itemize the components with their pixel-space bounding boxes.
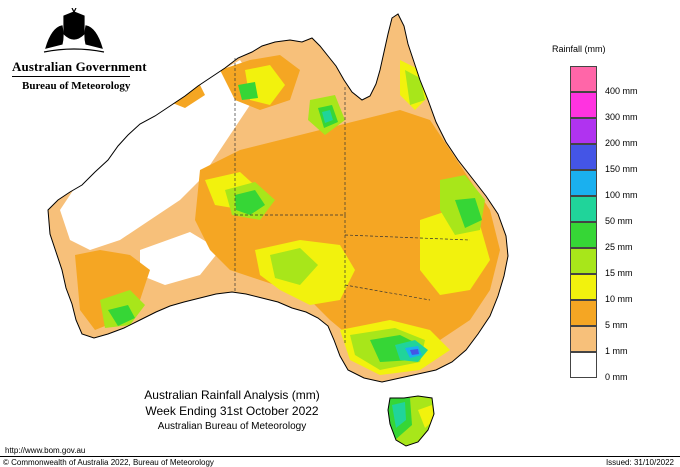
legend-label: 1 mm (605, 346, 628, 356)
legend-swatch (570, 144, 597, 170)
legend-label: 10 mm (605, 294, 633, 304)
coat-of-arms-icon (43, 8, 105, 53)
tasmania-rainfall (387, 395, 435, 447)
issued-date: Issued: 31/10/2022 (605, 458, 674, 467)
header-divider (12, 76, 130, 77)
map-source: Australian Bureau of Meteorology (157, 421, 307, 432)
legend-label: 50 mm (605, 216, 633, 226)
legend-title: Rainfall (mm) (552, 44, 606, 54)
legend-swatch (570, 352, 597, 378)
legend-swatch (570, 92, 597, 118)
legend-label: 150 mm (605, 164, 638, 174)
legend-swatch (570, 300, 597, 326)
government-title: Australian Government (12, 59, 147, 74)
legend-swatch (570, 196, 597, 222)
legend-swatch (570, 118, 597, 144)
legend-swatch (570, 326, 597, 352)
legend-label: 5 mm (605, 320, 628, 330)
website-link[interactable]: http://www.bom.gov.au (5, 446, 86, 455)
state-borders (234, 58, 471, 345)
legend-swatch (570, 66, 597, 92)
map-title: Australian Rainfall Analysis (mm) (144, 388, 320, 402)
legend-label: 15 mm (605, 268, 633, 278)
copyright-notice: © Commonwealth of Australia 2022, Bureau… (3, 458, 214, 467)
legend-label: 400 mm (605, 86, 638, 96)
legend-label: 100 mm (605, 190, 638, 200)
legend-swatch (570, 274, 597, 300)
legend-label: 0 mm (605, 372, 628, 382)
legend-label: 200 mm (605, 138, 638, 148)
legend-swatch (570, 170, 597, 196)
legend-label: 25 mm (605, 242, 633, 252)
legend-label: 300 mm (605, 112, 638, 122)
legend-swatch (570, 222, 597, 248)
map-subtitle: Week Ending 31st October 2022 (145, 404, 319, 418)
bureau-title: Bureau of Meteorology (22, 80, 131, 92)
legend-swatch (570, 248, 597, 274)
footer-divider (0, 456, 680, 457)
